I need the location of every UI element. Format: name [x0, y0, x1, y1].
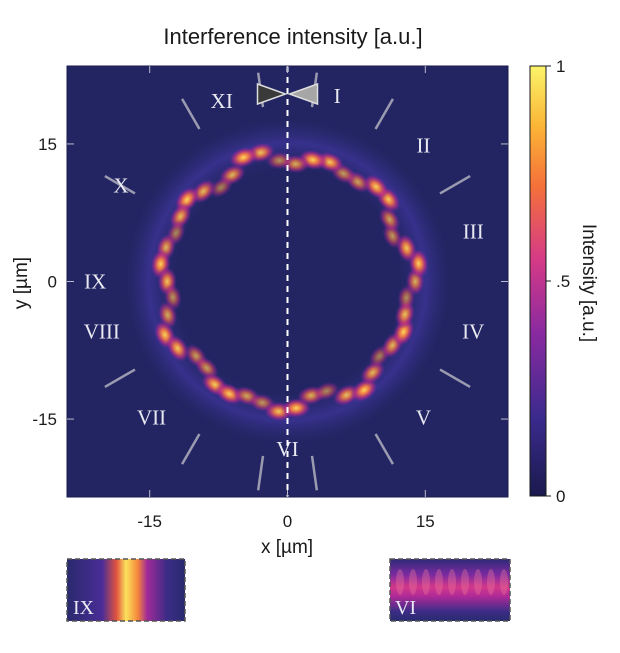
colorbar-tick-label: .5 — [556, 272, 570, 291]
intensity-blob — [209, 176, 234, 198]
sector-label-xi: XI — [211, 89, 233, 113]
sector-line — [374, 98, 395, 130]
inset-vi-fringe — [474, 569, 482, 595]
sector-line — [180, 433, 201, 465]
sector-line — [104, 368, 136, 389]
y-tick-label: 15 — [38, 135, 57, 154]
sector-label-v: V — [416, 405, 431, 429]
intensity-blob — [397, 284, 416, 312]
inset-vi-frame — [389, 558, 511, 622]
inset-vi-fringe — [448, 569, 456, 595]
sector-line — [180, 98, 201, 130]
intensity-blob — [313, 381, 340, 401]
inset-vi-fringe — [396, 569, 404, 595]
sector-label-iii: III — [463, 220, 484, 244]
inset-vi-fringe — [409, 569, 417, 595]
chart-title: Interference intensity [a.u.] — [163, 24, 422, 49]
inset-vi-fringe — [487, 569, 495, 595]
sector-label-ix: IX — [84, 270, 106, 294]
sector-line — [439, 368, 471, 389]
x-tick-label: -15 — [137, 512, 162, 531]
inset-vi: VI — [389, 558, 511, 622]
y-axis-ticks: 15 0 -15 — [32, 135, 508, 429]
sector-label-viii: VIII — [84, 319, 120, 343]
bowtie-left — [256, 82, 288, 106]
inset-ix-frame — [66, 558, 186, 622]
x-tick-label: 15 — [416, 512, 435, 531]
inset-ix: IX — [66, 558, 186, 622]
inset-vi-image — [390, 559, 510, 621]
intensity-blob — [166, 334, 190, 362]
inset-vi-fringe — [500, 569, 508, 595]
inset-ix-label: IX — [73, 597, 95, 619]
intensity-blob — [363, 174, 389, 200]
x-tick-label: 0 — [283, 512, 292, 531]
inset-vi-label: VI — [395, 597, 416, 619]
sector-line — [374, 433, 395, 465]
colorbar-tick-label: 0 — [556, 487, 565, 506]
bowtie-marker — [256, 82, 319, 106]
inset-vi-fringes — [396, 569, 508, 595]
inset-vi-fringe — [461, 569, 469, 595]
sector-line — [439, 174, 471, 195]
colorbar — [529, 65, 547, 497]
intensity-blobs — [150, 142, 429, 422]
intensity-blob — [378, 206, 401, 233]
sector-label-x: X — [113, 173, 128, 197]
colorbar-tick-label: 1 — [556, 57, 565, 76]
intensity-blob — [228, 146, 258, 169]
sector-label-ii: II — [416, 134, 430, 158]
y-axis-label: y [µm] — [11, 257, 32, 309]
y-tick-label: 0 — [48, 273, 57, 292]
colorbar-ticks: 1.50 — [546, 57, 570, 506]
sector-line — [104, 174, 136, 195]
sector-label-i: I — [334, 84, 341, 108]
x-axis-ticks: -15 0 15 — [137, 66, 435, 531]
sector-line — [256, 455, 265, 491]
sector-lines — [104, 72, 471, 491]
bowtie-right — [287, 82, 319, 106]
sector-line — [310, 455, 319, 491]
sector-label-vi: VI — [276, 437, 298, 461]
inset-vi-fringe — [435, 569, 443, 595]
y-tick-label: -15 — [32, 410, 57, 429]
sector-label-iv: IV — [462, 319, 484, 343]
colorbar-label: Intensity [a.u.] — [578, 224, 599, 342]
inset-ix-image — [67, 559, 185, 621]
inset-vi-fringe — [422, 569, 430, 595]
x-axis-label: x [µm] — [261, 537, 313, 558]
sector-label-vii: VII — [137, 405, 166, 429]
